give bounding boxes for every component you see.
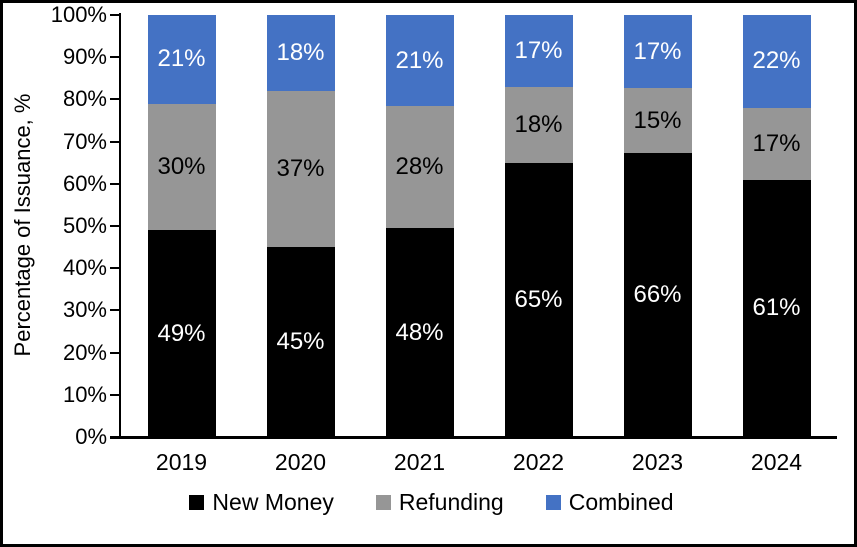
data-label-refunding-2024: 17% <box>752 129 801 157</box>
y-tick-label: 90% <box>62 44 107 70</box>
data-label-refunding-2020: 37% <box>276 155 325 183</box>
x-axis-label-2024: 2024 <box>750 449 803 475</box>
segment-new-money-2019: 49% <box>147 230 216 437</box>
segment-refunding-2020: 37% <box>266 90 335 248</box>
stacked-bar-2024: 22% 17% 61% <box>742 15 811 437</box>
y-tick-label: 100% <box>50 2 107 27</box>
y-tick-mark <box>110 351 120 354</box>
legend-swatch-new-money <box>189 495 205 510</box>
x-axis-labels: 2019 2020 2021 2022 2023 2024 <box>122 449 836 476</box>
y-tick-label: 10% <box>62 381 107 407</box>
segment-combined-2022: 17% <box>504 15 573 87</box>
data-label-new-money-2021: 48% <box>395 318 444 346</box>
y-tick-mark <box>110 98 120 101</box>
y-tick-mark <box>110 393 120 396</box>
bar-column-2021: 21% 28% 48% <box>360 15 479 437</box>
data-label-combined-2023: 17% <box>633 37 682 65</box>
y-tick-label: 20% <box>62 339 107 365</box>
legend: New Money Refunding Combined <box>3 489 854 516</box>
x-axis-line <box>110 436 837 439</box>
data-label-combined-2019: 21% <box>157 45 206 73</box>
y-tick-mark <box>110 267 120 270</box>
segment-combined-2023: 17% <box>623 15 692 89</box>
legend-item-new-money: New Money <box>189 489 334 516</box>
stacked-bar-2021: 21% 28% 48% <box>385 15 454 437</box>
y-tick-mark <box>110 436 120 438</box>
legend-label: New Money <box>212 489 334 515</box>
bar-column-2023: 17% 15% 66% <box>598 15 717 437</box>
data-label-combined-2021: 21% <box>395 46 444 74</box>
segment-new-money-2023: 66% <box>623 152 692 437</box>
legend-item-refunding: Refunding <box>375 489 504 516</box>
bar-column-2024: 22% 17% 61% <box>717 15 836 437</box>
segment-refunding-2023: 15% <box>623 88 692 153</box>
y-tick-mark <box>110 14 120 16</box>
segment-combined-2020: 18% <box>266 15 335 91</box>
y-tick-label: 60% <box>62 170 107 196</box>
y-tick-mark <box>110 225 120 227</box>
legend-item-combined: Combined <box>545 489 674 516</box>
segment-new-money-2021: 48% <box>385 228 454 437</box>
bar-column-2022: 17% 18% 65% <box>479 15 598 437</box>
legend-swatch-refunding <box>375 495 391 510</box>
stacked-bar-2023: 17% 15% 66% <box>623 15 692 437</box>
segment-refunding-2024: 17% <box>742 107 811 180</box>
data-label-combined-2024: 22% <box>752 47 801 75</box>
stacked-bar-2022: 17% 18% 65% <box>504 15 573 437</box>
x-axis-label-2020: 2020 <box>274 449 327 475</box>
bar-column-2020: 18% 37% 45% <box>241 15 360 437</box>
segment-combined-2024: 22% <box>742 15 811 108</box>
y-tick-mark <box>110 56 120 59</box>
segment-refunding-2021: 28% <box>385 106 454 229</box>
segment-combined-2021: 21% <box>385 15 454 107</box>
data-label-refunding-2019: 30% <box>157 152 206 180</box>
data-label-combined-2022: 17% <box>514 36 563 64</box>
x-axis-label-2022: 2022 <box>512 449 565 475</box>
segment-new-money-2024: 61% <box>742 179 811 437</box>
y-tick-label: 70% <box>62 128 107 154</box>
legend-label: Refunding <box>398 489 504 515</box>
segment-new-money-2020: 45% <box>266 247 335 437</box>
legend-label: Combined <box>568 489 674 515</box>
data-label-refunding-2023: 15% <box>633 106 682 134</box>
plot-area: 21% 30% 49% 18% 37% 45% 21% 28% 48% 17% 18% 65% 17% 1… <box>122 15 836 437</box>
y-tick-label: 40% <box>62 255 107 281</box>
x-axis-label-2019: 2019 <box>155 449 208 475</box>
stacked-bar-2020: 18% 37% 45% <box>266 15 335 437</box>
data-label-refunding-2021: 28% <box>395 153 444 181</box>
legend-swatch-combined <box>545 495 561 510</box>
data-label-new-money-2022: 65% <box>514 285 563 313</box>
y-tick-mark <box>110 309 120 312</box>
x-axis-label-2023: 2023 <box>631 449 684 475</box>
data-label-new-money-2023: 66% <box>633 280 682 308</box>
data-label-refunding-2022: 18% <box>514 110 563 138</box>
x-axis-label-2021: 2021 <box>393 449 446 475</box>
stacked-bar-2019: 21% 30% 49% <box>147 15 216 437</box>
data-label-new-money-2019: 49% <box>157 319 206 347</box>
y-tick-label: 30% <box>62 297 107 323</box>
data-label-new-money-2020: 45% <box>276 328 325 356</box>
segment-combined-2019: 21% <box>147 15 216 104</box>
segment-refunding-2022: 18% <box>504 86 573 163</box>
y-tick-label: 50% <box>62 213 107 238</box>
data-label-new-money-2024: 61% <box>752 294 801 322</box>
segment-new-money-2022: 65% <box>504 162 573 437</box>
y-axis-title: Percentage of Issuance, % <box>10 93 35 357</box>
y-tick-label: 0% <box>75 424 107 449</box>
data-label-combined-2020: 18% <box>276 38 325 66</box>
bar-column-2019: 21% 30% 49% <box>122 15 241 437</box>
y-axis-line <box>119 13 121 438</box>
segment-refunding-2019: 30% <box>147 103 216 231</box>
y-tick-mark <box>110 140 120 143</box>
y-tick-label: 80% <box>62 86 107 112</box>
y-tick-mark <box>110 182 120 185</box>
